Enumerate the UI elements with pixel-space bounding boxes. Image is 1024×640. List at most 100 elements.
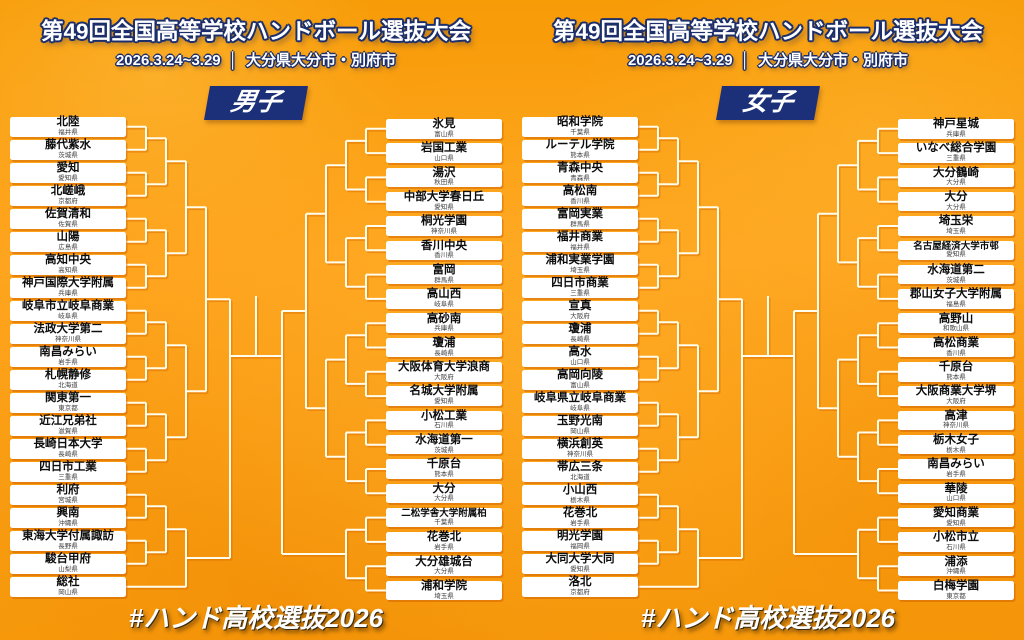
team-box: 総社 岡山県 bbox=[10, 576, 126, 597]
team-name: 富岡 bbox=[432, 263, 456, 276]
team-box: 高山西 岐阜県 bbox=[386, 289, 502, 309]
team-name: 高知中央 bbox=[45, 254, 91, 267]
team-prefecture: 山口県 bbox=[434, 155, 454, 163]
team-box: 小松工業 石川県 bbox=[386, 410, 502, 431]
team-prefecture: 埼玉県 bbox=[570, 266, 590, 274]
team-box: 千原台 熊本県 bbox=[386, 459, 502, 479]
team-name: 小山西 bbox=[562, 484, 598, 497]
team-prefecture: 岡山県 bbox=[58, 588, 78, 596]
team-name: 高松南 bbox=[562, 185, 598, 198]
team-prefecture: 高知県 bbox=[58, 266, 78, 274]
team-name: 白梅学園 bbox=[933, 579, 979, 592]
team-name: 近江兄弟社 bbox=[39, 415, 97, 428]
team-box: 法政大学第二 神奈川県 bbox=[10, 323, 126, 344]
team-box: 東海大学付属諏訪 長野県 bbox=[10, 530, 126, 551]
team-prefecture: 香川県 bbox=[570, 197, 590, 205]
team-prefecture: 兵庫県 bbox=[946, 130, 966, 138]
team-name: 南昌みらい bbox=[927, 458, 985, 471]
team-name: 大分 bbox=[944, 191, 968, 204]
team-name: 水海道第一 bbox=[415, 434, 473, 447]
team-prefecture: 三重県 bbox=[570, 289, 590, 297]
team-box: 大分鶴崎 大分県 bbox=[898, 167, 1014, 188]
team-name: 藤代紫水 bbox=[45, 139, 91, 152]
team-prefecture: 北海道 bbox=[570, 473, 590, 481]
team-box: 横浜創英 神奈川県 bbox=[522, 438, 638, 459]
team-box: 四日市工業 三重県 bbox=[10, 461, 126, 482]
team-box: 利府 宮城県 bbox=[10, 484, 126, 505]
team-prefecture: 三重県 bbox=[58, 473, 78, 481]
team-box: 水海道第二 茨城県 bbox=[898, 264, 1014, 285]
team-box: 駿台甲府 山梨県 bbox=[10, 553, 126, 574]
team-box: 大阪商業大学堺 大阪府 bbox=[898, 386, 1014, 406]
team-prefecture: 茨城県 bbox=[434, 446, 454, 454]
team-prefecture: 富山県 bbox=[434, 130, 454, 138]
team-name: 洛北 bbox=[568, 576, 592, 589]
team-name: 瓊浦 bbox=[568, 323, 592, 336]
team-box: 高知中央 高知県 bbox=[10, 254, 126, 275]
team-prefecture: 石川県 bbox=[946, 543, 966, 551]
team-prefecture: 兵庫県 bbox=[434, 325, 454, 333]
team-prefecture: 愛知県 bbox=[946, 251, 966, 259]
team-box: 小山西 栃木県 bbox=[522, 484, 638, 505]
team-box: 長崎日本大学 長崎県 bbox=[10, 438, 126, 459]
team-box: 岐阜市立岐阜商業 岐阜県 bbox=[10, 300, 126, 321]
team-name: 宣真 bbox=[568, 300, 592, 313]
team-name: 郡山女子大学附属 bbox=[910, 288, 1002, 301]
team-prefecture: 沖縄県 bbox=[58, 519, 78, 527]
team-name: 神戸国際大学附属 bbox=[22, 277, 114, 290]
team-name: 瓊浦 bbox=[432, 336, 456, 349]
team-box: 岐阜県立岐阜商業 岐阜県 bbox=[522, 392, 638, 413]
team-box: 小松市立 石川県 bbox=[898, 532, 1014, 552]
team-prefecture: 埼玉県 bbox=[946, 228, 966, 236]
team-name: 大分 bbox=[432, 482, 456, 495]
team-name: 南昌みらい bbox=[39, 346, 97, 359]
team-box: 南昌みらい 岩手県 bbox=[10, 346, 126, 367]
team-box: 福井商業 福井県 bbox=[522, 231, 638, 252]
team-name: 千原台 bbox=[426, 458, 462, 471]
team-box: ルーテル学院 熊本県 bbox=[522, 139, 638, 160]
team-name: 関東第一 bbox=[45, 392, 91, 405]
team-name: 帯広三条 bbox=[557, 461, 603, 474]
team-prefecture: 沖縄県 bbox=[946, 568, 966, 576]
team-name: 愛知 bbox=[56, 162, 80, 175]
team-prefecture: 熊本県 bbox=[434, 471, 454, 479]
team-prefecture: 福井県 bbox=[570, 243, 590, 251]
team-name: 高野山 bbox=[938, 312, 974, 325]
team-name: 桐光学園 bbox=[421, 215, 467, 228]
team-prefecture: 埼玉県 bbox=[434, 592, 454, 600]
team-prefecture: 富山県 bbox=[570, 381, 590, 389]
team-box: 藤代紫水 茨城県 bbox=[10, 139, 126, 160]
team-name: 二松学舎大学附属柏 bbox=[401, 507, 487, 519]
team-name: 神戸星城 bbox=[933, 118, 979, 131]
team-name: 明光学園 bbox=[557, 530, 603, 543]
team-name: 名古屋経済大学市邨 bbox=[913, 240, 999, 252]
team-name: 愛知商業 bbox=[933, 506, 979, 519]
team-prefecture: 熊本県 bbox=[946, 373, 966, 381]
team-prefecture: 神奈川県 bbox=[55, 335, 81, 343]
team-box: 高松商業 香川県 bbox=[898, 337, 1014, 358]
team-box: 札幌静修 北海道 bbox=[10, 369, 126, 390]
team-prefecture: 大阪府 bbox=[946, 398, 966, 406]
team-box: 南昌みらい 岩手県 bbox=[898, 459, 1014, 479]
team-name: 福井商業 bbox=[557, 231, 603, 244]
team-box: 近江兄弟社 滋賀県 bbox=[10, 415, 126, 436]
team-box: 白梅学園 東京都 bbox=[898, 579, 1014, 601]
team-name: 駿台甲府 bbox=[45, 553, 91, 566]
team-prefecture: 大分県 bbox=[946, 203, 966, 211]
team-prefecture: 大分県 bbox=[434, 568, 454, 576]
team-name: 横浜創英 bbox=[557, 438, 603, 451]
team-prefecture: 岩手県 bbox=[946, 471, 966, 479]
team-box: 神戸星城 兵庫県 bbox=[898, 118, 1014, 139]
team-prefecture: 大分県 bbox=[434, 495, 454, 503]
team-name: 岐阜県立岐阜商業 bbox=[534, 392, 626, 405]
team-box: 浦和学院 埼玉県 bbox=[386, 580, 502, 601]
team-prefecture: 群馬県 bbox=[570, 220, 590, 228]
team-box: 宣真 大阪府 bbox=[522, 300, 638, 321]
team-box: 花巻北 岩手県 bbox=[522, 507, 638, 528]
team-box: 四日市商業 三重県 bbox=[522, 277, 638, 298]
team-prefecture: 神奈川県 bbox=[567, 450, 593, 458]
team-prefecture: 福井県 bbox=[58, 128, 78, 136]
team-box: 岩国工業 山口県 bbox=[386, 143, 502, 163]
team-prefecture: 岩手県 bbox=[570, 519, 590, 527]
team-name: 華陵 bbox=[944, 482, 968, 495]
